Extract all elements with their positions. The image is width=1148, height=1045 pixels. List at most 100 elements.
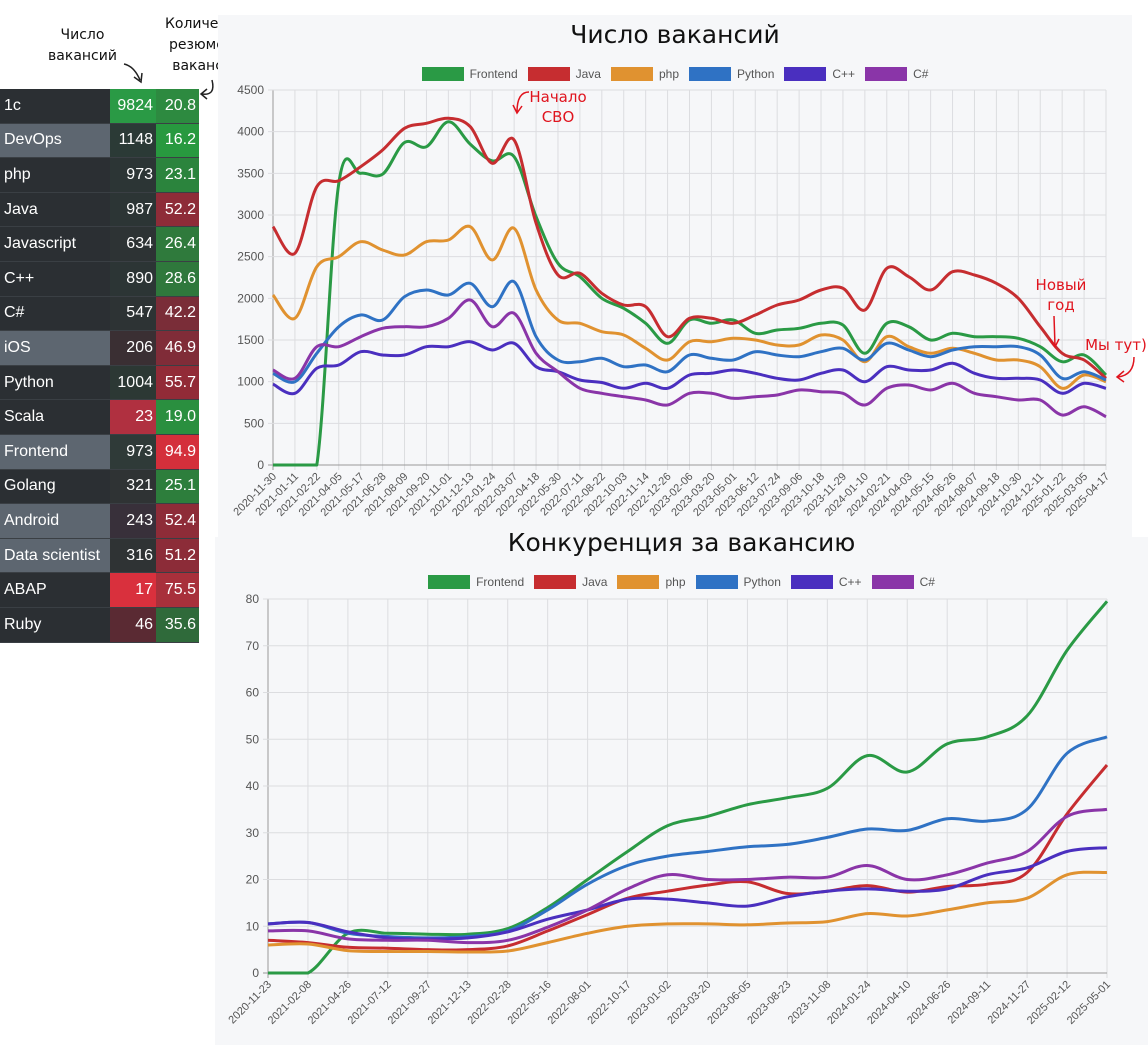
name-cell: Java (0, 192, 110, 228)
table-row: Golang 321 25.1 (0, 469, 199, 505)
legend-swatch (784, 67, 827, 81)
arrow-icon (123, 63, 143, 84)
legend-swatch (421, 67, 464, 81)
legend-label: php (665, 575, 686, 589)
y-tick-label: 500 (244, 416, 264, 430)
resumes-cell: 35.6 (156, 607, 199, 643)
legend-label: C++ (838, 575, 862, 589)
series-line-python (272, 279, 1107, 384)
name-cell: Frontend (0, 434, 110, 470)
table-row: Java 987 52.2 (0, 192, 199, 228)
legend-swatch (428, 575, 471, 589)
legend-label: Frontend (476, 575, 525, 589)
name-cell: C++ (0, 261, 110, 297)
competition-chart-panel: Конкуренция за вакансию Frontend Java php P… (215, 528, 1148, 1045)
series-line-java (271, 116, 1107, 380)
y-tick-label: 10 (246, 919, 260, 933)
legend-item[interactable]: Python (689, 67, 774, 81)
table-row: Ruby 46 35.6 (0, 607, 199, 643)
y-tick-label: 4000 (237, 125, 264, 139)
legend-swatch (527, 67, 570, 81)
legend-swatch (865, 67, 908, 81)
y-tick-label: 3000 (237, 208, 264, 222)
legend-item[interactable]: C++ (784, 67, 855, 81)
x-tick-label: 2025-05-01 (1065, 979, 1113, 1027)
legend-item[interactable]: Java (527, 67, 601, 81)
name-cell: Golang (0, 469, 110, 505)
legend-item[interactable]: php (610, 67, 680, 81)
legend-swatch (695, 575, 738, 589)
vacancies-cell: 973 (110, 434, 156, 470)
legend-item[interactable]: Python (695, 575, 781, 589)
resumes-cell: 46.9 (156, 330, 199, 366)
legend-label: Python (743, 575, 781, 589)
vacancies-cell: 23 (110, 399, 156, 435)
y-tick-label: 30 (246, 826, 260, 840)
legend-item[interactable]: C# (871, 575, 935, 589)
legend-item[interactable]: C# (865, 67, 928, 81)
vacancies-cell: 1004 (110, 365, 156, 401)
vacancies-cell: 316 (110, 538, 156, 574)
vacancies-cell: 17 (110, 572, 156, 608)
series-line-csharp (267, 807, 1108, 945)
vacancies-cell: 987 (110, 192, 156, 228)
y-tick-label: 4500 (237, 83, 264, 97)
table-row: Frontend 973 94.9 (0, 434, 199, 470)
table-row: Javascript 634 26.4 (0, 226, 199, 262)
language-table: 1c 9824 20.8 DevOps 1148 16.2 php 973 23.1 Java 98… (0, 89, 199, 643)
y-tick-label: 1500 (237, 333, 264, 347)
vacancies-cell: 321 (110, 469, 156, 505)
series-line-cpp (272, 340, 1107, 396)
vacancies-cell: 1148 (110, 123, 156, 159)
legend-label: C# (913, 67, 929, 81)
resumes-cell: 55.7 (156, 365, 199, 401)
name-cell: C# (0, 296, 110, 332)
y-tick-label: 80 (246, 592, 260, 606)
resumes-cell: 20.8 (156, 89, 199, 124)
legend-item[interactable]: C++ (790, 575, 862, 589)
resumes-cell: 94.9 (156, 434, 199, 470)
vacancies-cell: 634 (110, 226, 156, 262)
legend-label: C# (919, 575, 935, 589)
name-cell: Scala (0, 399, 110, 435)
legend-swatch (689, 67, 732, 81)
y-tick-label: 1000 (237, 375, 264, 389)
chart-legend: Frontend Java php Python C++ C# (218, 67, 1132, 81)
resumes-cell: 51.2 (156, 538, 199, 574)
resumes-cell: 26.4 (156, 226, 199, 262)
annotation-arrow-icon (1115, 356, 1135, 383)
annotation-svo: Начало СВО (529, 88, 587, 126)
name-cell: Ruby (0, 607, 110, 643)
vacancies-cell: 206 (110, 330, 156, 366)
table-row: C++ 890 28.6 (0, 261, 199, 297)
legend-swatch (790, 575, 833, 589)
y-tick-label: 50 (246, 732, 260, 746)
legend-swatch (871, 575, 914, 589)
y-tick-label: 40 (246, 779, 260, 793)
legend-item[interactable]: Java (534, 575, 607, 589)
vacancies-cell: 243 (110, 503, 156, 539)
legend-label: Java (575, 67, 601, 81)
resumes-cell: 28.6 (156, 261, 199, 297)
chart-1: 2020-11-232021-02-082021-04-262021-07-12… (226, 592, 1113, 1027)
legend-label: php (658, 67, 680, 81)
resumes-cell: 52.4 (156, 503, 199, 539)
table-row: C# 547 42.2 (0, 296, 199, 332)
legend-item[interactable]: Frontend (421, 67, 518, 81)
legend-label: Frontend (469, 67, 518, 81)
resumes-cell: 19.0 (156, 399, 199, 435)
chart-0: 2020-11-302021-01-112021-02-222021-04-05… (231, 83, 1112, 519)
y-tick-label: 2500 (237, 250, 264, 264)
name-cell: DevOps (0, 123, 110, 159)
vacancies-cell: 890 (110, 261, 156, 297)
name-cell: Javascript (0, 226, 110, 262)
header-vacancies: Число вакансий (48, 27, 117, 64)
legend-label: C++ (832, 67, 856, 81)
table-row: DevOps 1148 16.2 (0, 123, 199, 159)
legend-item[interactable]: Frontend (428, 575, 524, 589)
table-row: Scala 23 19.0 (0, 399, 199, 435)
legend-item[interactable]: php (617, 575, 686, 589)
series-line-frontend (268, 600, 1109, 975)
table-row: php 973 23.1 (0, 157, 199, 193)
